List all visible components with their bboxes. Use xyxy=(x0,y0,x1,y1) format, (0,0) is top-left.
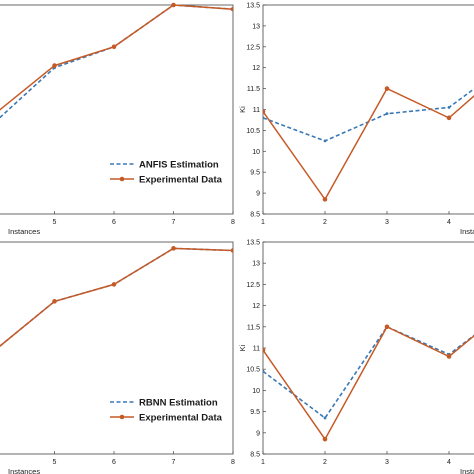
experimental-point xyxy=(263,109,266,114)
series-line-estimation xyxy=(0,247,233,348)
bottom-left-chart: 5 6 7 8 Instances RBNN Estimation Experimental… xyxy=(0,241,235,474)
y-tick-label: 10.5 xyxy=(246,367,260,374)
x-tick-label: 4 xyxy=(447,459,451,466)
x-tick-label: 7 xyxy=(172,219,176,226)
plot-frame xyxy=(262,4,474,215)
legend-entry: Experimental Data xyxy=(139,413,223,424)
estimation-point xyxy=(323,139,327,143)
x-tick-label: 4 xyxy=(447,219,451,226)
y-tick-label: 9.5 xyxy=(250,170,260,177)
plot-area xyxy=(263,86,474,202)
x-tick-label: 6 xyxy=(112,219,116,226)
x-tick-label: 6 xyxy=(112,459,116,466)
y-tick-label: 11 xyxy=(253,107,260,114)
y-tick-label: 10.5 xyxy=(246,128,260,135)
y-tick-label: 10 xyxy=(252,149,260,156)
experimental-point xyxy=(446,354,452,359)
x-tick-label: 3 xyxy=(385,219,389,226)
plot-area xyxy=(0,246,233,348)
experimental-point xyxy=(111,282,117,287)
plot-frame xyxy=(262,241,474,455)
legend-marker xyxy=(119,414,125,420)
y-tick-label: 11 xyxy=(253,346,260,353)
experimental-point xyxy=(171,246,176,251)
y-tick-label: 8.5 xyxy=(250,212,260,219)
x-tick-label: 8 xyxy=(231,459,235,466)
legend: RBNN Estimation Experimental Data xyxy=(110,398,223,424)
estimation-point xyxy=(323,416,327,420)
y-tick-label: 12.5 xyxy=(246,282,260,289)
experimental-point xyxy=(322,436,328,442)
experimental-point xyxy=(171,2,176,8)
estimation-point xyxy=(263,116,265,120)
x-tick-label: 5 xyxy=(53,459,57,466)
x-tick-label: 5 xyxy=(53,219,57,226)
legend-marker xyxy=(119,176,125,182)
x-axis-label: Insta xyxy=(460,227,474,236)
y-tick-label: 13.5 xyxy=(246,240,260,247)
experimental-point xyxy=(263,347,266,353)
y-tick-label: 11.5 xyxy=(247,324,260,331)
y-tick-label: 9.5 xyxy=(250,409,260,416)
y-tick-label: 10 xyxy=(252,388,260,395)
plot-area xyxy=(0,2,233,119)
experimental-point xyxy=(52,299,57,304)
x-tick-label: 1 xyxy=(261,459,265,466)
experimental-point xyxy=(52,63,57,68)
experimental-point xyxy=(384,324,390,330)
series-line-experimental xyxy=(263,87,474,201)
plot-area xyxy=(263,324,474,442)
y-axis-label: Ki xyxy=(238,106,247,113)
y-tick-label: 11.5 xyxy=(247,86,260,93)
x-tick-label: 1 xyxy=(261,219,265,226)
y-tick-label: 9 xyxy=(256,430,260,437)
top-right-chart: 12348.599.51010.51111.51212.51313.5Insta… xyxy=(238,3,474,236)
bottom-right-chart: 12348.599.51010.51111.51212.51313.5Insta… xyxy=(238,240,474,474)
experimental-point xyxy=(111,44,117,50)
experimental-point xyxy=(384,86,390,91)
experimental-point xyxy=(230,6,233,12)
y-axis-label: Ki xyxy=(238,344,247,351)
x-axis-label: Insta xyxy=(460,467,474,474)
estimation-point xyxy=(263,369,265,373)
estimation-point xyxy=(447,106,451,109)
series-line-estimation xyxy=(263,87,474,142)
y-tick-label: 8.5 xyxy=(250,452,260,459)
legend: ANFIS Estimation Experimental Data xyxy=(110,160,223,186)
y-tick-label: 12 xyxy=(252,65,260,72)
y-tick-label: 12 xyxy=(252,303,260,310)
experimental-point xyxy=(446,115,452,121)
series-line-estimation xyxy=(263,325,474,420)
top-left-chart: 5 6 7 8 Instances ANFIS Estimation Experimenta… xyxy=(0,2,235,236)
legend-entry: RBNN Estimation xyxy=(139,398,218,409)
y-tick-label: 13 xyxy=(252,23,260,30)
y-tick-label: 13.5 xyxy=(246,3,260,10)
x-axis-label: Instances xyxy=(8,227,40,236)
legend-entry: ANFIS Estimation xyxy=(139,160,219,171)
y-tick-label: 9 xyxy=(256,191,260,198)
y-tick-label: 13 xyxy=(252,261,260,268)
series-line-experimental xyxy=(263,325,474,441)
x-tick-label: 3 xyxy=(385,459,389,466)
series-line-experimental xyxy=(0,4,233,111)
x-tick-label: 8 xyxy=(231,219,235,226)
x-tick-label: 7 xyxy=(172,459,176,466)
series-line-estimation xyxy=(0,4,233,119)
x-tick-label: 2 xyxy=(323,219,327,226)
x-tick-label: 2 xyxy=(323,459,327,466)
experimental-point xyxy=(322,197,328,202)
x-axis-label: Instances xyxy=(8,467,40,474)
legend-entry: Experimental Data xyxy=(139,175,223,186)
series-line-experimental xyxy=(0,247,233,347)
y-tick-label: 12.5 xyxy=(246,44,260,51)
estimation-point xyxy=(385,112,389,116)
experimental-point xyxy=(230,248,233,253)
